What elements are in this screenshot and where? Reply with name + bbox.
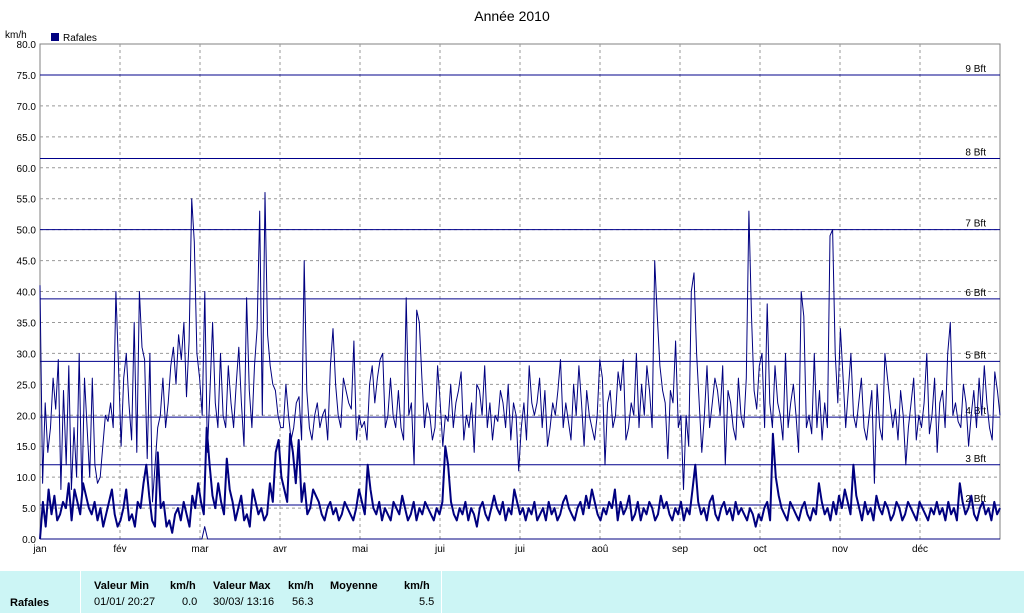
x-tick-label: oct <box>753 544 767 555</box>
y-tick-label: 20.0 <box>17 411 37 422</box>
x-tick-label: jui <box>434 544 445 555</box>
beaufort-label: 9 Bft <box>965 64 986 75</box>
y-tick-label: 55.0 <box>17 195 37 206</box>
mean-value: 5.5 <box>419 596 435 608</box>
max-header: Valeur Max <box>213 580 271 592</box>
legend-label: Rafales <box>63 33 97 44</box>
mean-unit: km/h <box>404 580 430 592</box>
beaufort-label: 8 Bft <box>965 147 986 158</box>
stats-row-label: Rafales <box>10 597 50 609</box>
stats-panel: Rafales Valeur Min km/h Valeur Max km/h … <box>0 571 1024 613</box>
x-tick-label: nov <box>832 544 848 555</box>
y-tick-label: 80.0 <box>17 40 37 51</box>
y-unit-label: km/h <box>5 30 27 41</box>
y-tick-label: 65.0 <box>17 133 37 144</box>
x-tick-label: avr <box>273 544 288 555</box>
y-tick-label: 35.0 <box>17 318 37 329</box>
series-line-daily-min <box>40 526 1000 540</box>
y-tick-label: 70.0 <box>17 102 37 113</box>
y-tick-label: 15.0 <box>17 442 37 453</box>
mean-header: Moyenne <box>330 580 378 592</box>
y-tick-label: 75.0 <box>17 71 37 82</box>
legend-swatch <box>51 33 59 41</box>
y-tick-label: 45.0 <box>17 257 37 268</box>
x-tick-label: aoû <box>592 544 609 555</box>
min-header: Valeur Min <box>94 580 150 592</box>
series-line-daily-gust <box>39 192 1001 503</box>
beaufort-label: 2 Bft <box>965 494 986 505</box>
chart-title: Année 2010 <box>474 8 550 24</box>
x-tick-label: fév <box>113 544 126 555</box>
y-tick-label: 25.0 <box>17 380 37 391</box>
x-tick-label: mar <box>191 544 209 555</box>
x-tick-label: sep <box>672 544 689 555</box>
beaufort-label: 3 Bft <box>965 454 986 465</box>
y-tick-label: 30.0 <box>17 349 37 360</box>
x-tick-label: mai <box>352 544 368 555</box>
min-time: 01/01/ 20:27 <box>94 596 156 608</box>
series-layer <box>39 192 1001 540</box>
max-value: 56.3 <box>292 596 314 608</box>
y-tick-label: 5.0 <box>22 504 36 515</box>
axis-ticks: 0.0 5.0 10.0 15.0 20.0 25.0 30.0 35.0 40.0 45.0 50… <box>17 40 929 555</box>
x-tick-label: jui <box>514 544 525 555</box>
y-tick-label: 50.0 <box>17 226 37 237</box>
beaufort-label: 6 Bft <box>965 288 986 299</box>
series-line-daily-mean <box>39 426 1001 540</box>
y-tick-label: 60.0 <box>17 164 37 175</box>
stats-divider <box>441 571 442 613</box>
max-unit: km/h <box>288 580 314 592</box>
beaufort-label: 5 Bft <box>965 350 986 361</box>
min-value: 0.0 <box>182 596 198 608</box>
y-tick-label: 10.0 <box>17 473 37 484</box>
min-unit: km/h <box>170 580 196 592</box>
x-tick-label: jan <box>32 544 46 555</box>
x-tick-label: déc <box>912 544 928 555</box>
stats-divider <box>80 571 81 613</box>
beaufort-label: 7 Bft <box>965 219 986 230</box>
y-tick-label: 40.0 <box>17 288 37 299</box>
y-tick-label: 0.0 <box>22 535 36 546</box>
max-time: 30/03/ 13:16 <box>213 596 275 608</box>
